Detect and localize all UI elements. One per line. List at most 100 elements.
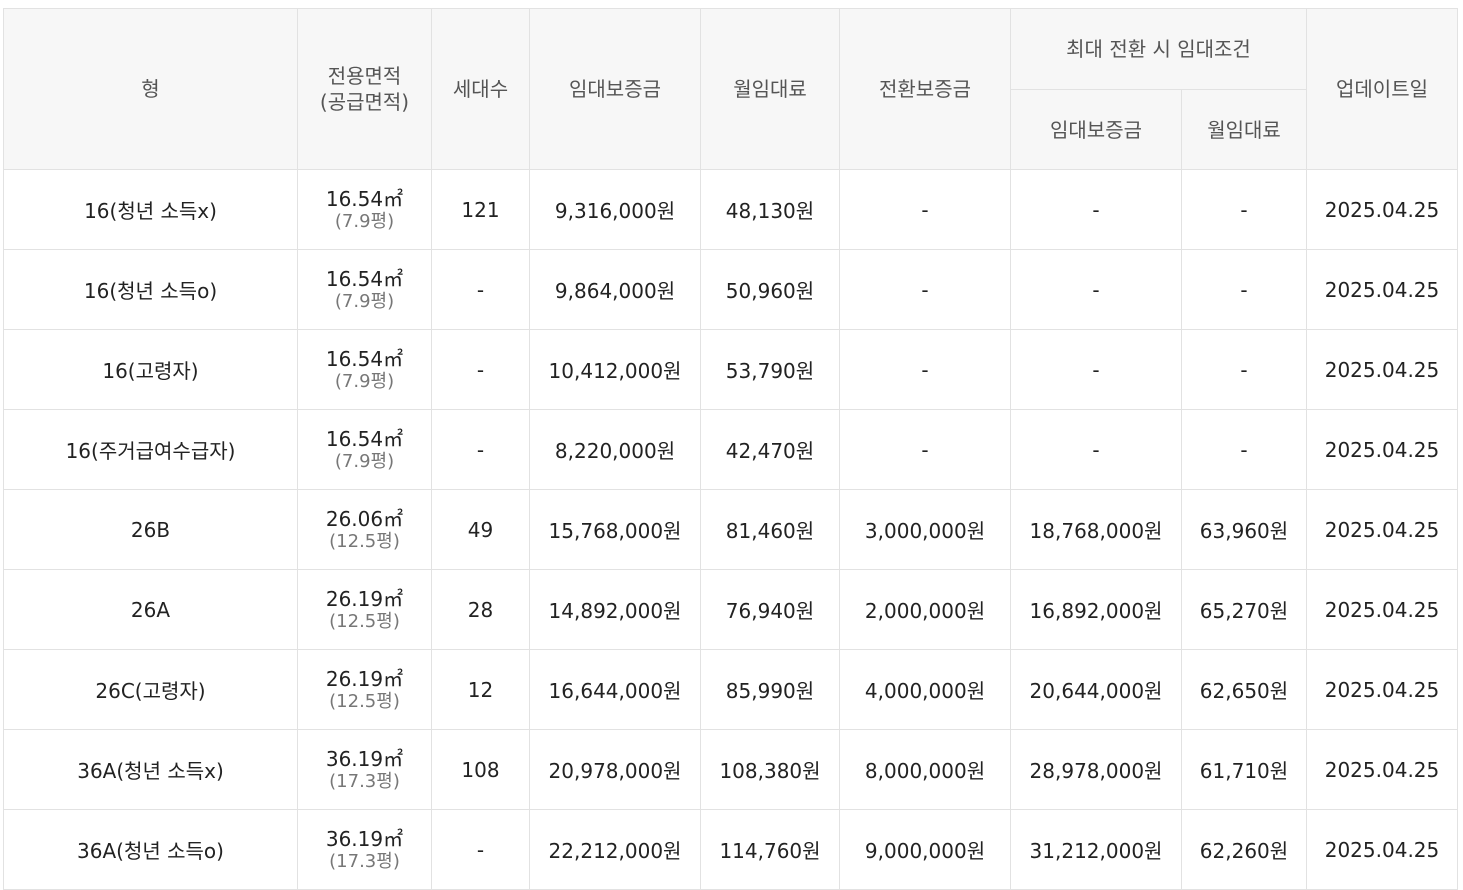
cell-area-exclusive: 16.54㎡ [325,186,404,211]
cell-deposit: 16,644,000원 [529,649,701,730]
cell-conversion-deposit: 3,000,000원 [839,489,1011,570]
cell-max-monthly-rent: 65,270원 [1181,569,1307,650]
table-header: 형 전용면적 (공급면적) 세대수 임대보증금 월임대료 전환보증금 최대 전환… [3,8,1458,170]
cell-monthly-rent: 108,380원 [700,729,840,810]
cell-deposit: 8,220,000원 [529,409,701,490]
cell-area: 16.54㎡ (7.9평) [297,329,432,410]
cell-max-deposit: 18,768,000원 [1010,489,1182,570]
header-conversion-deposit: 전환보증금 [839,8,1011,170]
cell-monthly-rent: 85,990원 [700,649,840,730]
cell-area-supply: (7.9평) [334,450,395,472]
cell-area-exclusive: 36.19㎡ [325,826,404,851]
cell-conversion-deposit: - [839,409,1011,490]
cell-conversion-deposit: - [839,249,1011,330]
rental-conditions-table-wrap: 형 전용면적 (공급면적) 세대수 임대보증금 월임대료 전환보증금 최대 전환… [3,8,1458,890]
cell-households: - [431,249,530,330]
cell-type: 26A [3,569,298,650]
table-row: 16(고령자) 16.54㎡ (7.9평) - 10,412,000원 53,79… [3,329,1458,410]
cell-max-monthly-rent: - [1181,329,1307,410]
header-area: 전용면적 (공급면적) [297,8,432,170]
table-row: 36A(청년 소득x) 36.19㎡ (17.3평) 108 20,978,000… [3,729,1458,810]
cell-deposit: 22,212,000원 [529,809,701,890]
cell-type: 16(청년 소득x) [3,169,298,250]
cell-max-monthly-rent: 63,960원 [1181,489,1307,570]
cell-type: 16(청년 소득o) [3,249,298,330]
cell-area: 36.19㎡ (17.3평) [297,729,432,810]
cell-households: 28 [431,569,530,650]
cell-households: 12 [431,649,530,730]
cell-area: 26.06㎡ (12.5평) [297,489,432,570]
cell-area-exclusive: 26.19㎡ [325,586,404,611]
cell-updated: 2025.04.25 [1306,649,1458,730]
cell-updated: 2025.04.25 [1306,249,1458,330]
header-area-line2: (공급면적) [319,90,410,114]
cell-max-deposit: 31,212,000원 [1010,809,1182,890]
header-row-sub: 임대보증금 월임대료 [4,89,1458,170]
cell-type: 16(주거급여수급자) [3,409,298,490]
cell-type: 36A(청년 소득x) [3,729,298,810]
cell-conversion-deposit: 4,000,000원 [839,649,1011,730]
cell-max-monthly-rent: - [1181,169,1307,250]
cell-households: - [431,329,530,410]
cell-conversion-deposit: 2,000,000원 [839,569,1011,650]
cell-area-exclusive: 16.54㎡ [325,266,404,291]
cell-max-monthly-rent: - [1181,249,1307,330]
cell-max-monthly-rent: - [1181,409,1307,490]
cell-max-monthly-rent: 61,710원 [1181,729,1307,810]
cell-area: 16.54㎡ (7.9평) [297,249,432,330]
cell-updated: 2025.04.25 [1306,809,1458,890]
cell-max-deposit: - [1010,249,1182,330]
cell-area-exclusive: 26.19㎡ [325,666,404,691]
cell-type: 36A(청년 소득o) [3,809,298,890]
rental-conditions-table: 형 전용면적 (공급면적) 세대수 임대보증금 월임대료 전환보증금 최대 전환… [3,8,1458,890]
cell-max-deposit: - [1010,329,1182,410]
cell-area: 36.19㎡ (17.3평) [297,809,432,890]
cell-area-supply: (12.5평) [329,530,400,552]
cell-deposit: 10,412,000원 [529,329,701,410]
cell-updated: 2025.04.25 [1306,729,1458,810]
header-max-deposit: 임대보증금 [1010,89,1182,170]
cell-monthly-rent: 53,790원 [700,329,840,410]
table-row: 16(청년 소득x) 16.54㎡ (7.9평) 121 9,316,000원 4… [3,169,1458,250]
cell-monthly-rent: 42,470원 [700,409,840,490]
cell-households: - [431,809,530,890]
header-area-line1: 전용면적 [327,64,402,88]
cell-monthly-rent: 76,940원 [700,569,840,650]
table-row: 26B 26.06㎡ (12.5평) 49 15,768,000원 81,460원… [3,489,1458,570]
header-monthly-rent: 월임대료 [700,8,840,170]
cell-monthly-rent: 114,760원 [700,809,840,890]
table-row: 36A(청년 소득o) 36.19㎡ (17.3평) - 22,212,000원 … [3,809,1458,890]
cell-deposit: 15,768,000원 [529,489,701,570]
header-deposit: 임대보증금 [529,8,701,170]
table-row: 26C(고령자) 26.19㎡ (12.5평) 12 16,644,000원 85… [3,649,1458,730]
cell-area: 26.19㎡ (12.5평) [297,569,432,650]
cell-max-deposit: 28,978,000원 [1010,729,1182,810]
header-type: 형 [3,8,298,170]
header-updated: 업데이트일 [1306,8,1458,170]
cell-max-deposit: - [1010,169,1182,250]
cell-households: 108 [431,729,530,810]
cell-households: 49 [431,489,530,570]
cell-max-deposit: - [1010,409,1182,490]
cell-households: - [431,409,530,490]
cell-area: 16.54㎡ (7.9평) [297,409,432,490]
cell-deposit: 9,864,000원 [529,249,701,330]
table-row: 16(주거급여수급자) 16.54㎡ (7.9평) - 8,220,000원 42… [3,409,1458,490]
cell-deposit: 14,892,000원 [529,569,701,650]
cell-area-supply: (7.9평) [334,370,395,392]
cell-updated: 2025.04.25 [1306,409,1458,490]
cell-households: 121 [431,169,530,250]
cell-monthly-rent: 48,130원 [700,169,840,250]
table-body: 16(청년 소득x) 16.54㎡ (7.9평) 121 9,316,000원 4… [3,169,1458,890]
cell-updated: 2025.04.25 [1306,489,1458,570]
header-row-top: 형 전용면적 (공급면적) 세대수 임대보증금 월임대료 전환보증금 최대 전환… [3,8,1458,170]
cell-type: 26B [3,489,298,570]
header-max-monthly-rent: 월임대료 [1181,89,1307,170]
cell-conversion-deposit: - [839,169,1011,250]
cell-conversion-deposit: 8,000,000원 [839,729,1011,810]
header-max-conversion-group: 최대 전환 시 임대조건 [1010,8,1307,90]
cell-type: 26C(고령자) [3,649,298,730]
header-households: 세대수 [431,8,530,170]
cell-area-exclusive: 26.06㎡ [325,506,404,531]
cell-updated: 2025.04.25 [1306,329,1458,410]
